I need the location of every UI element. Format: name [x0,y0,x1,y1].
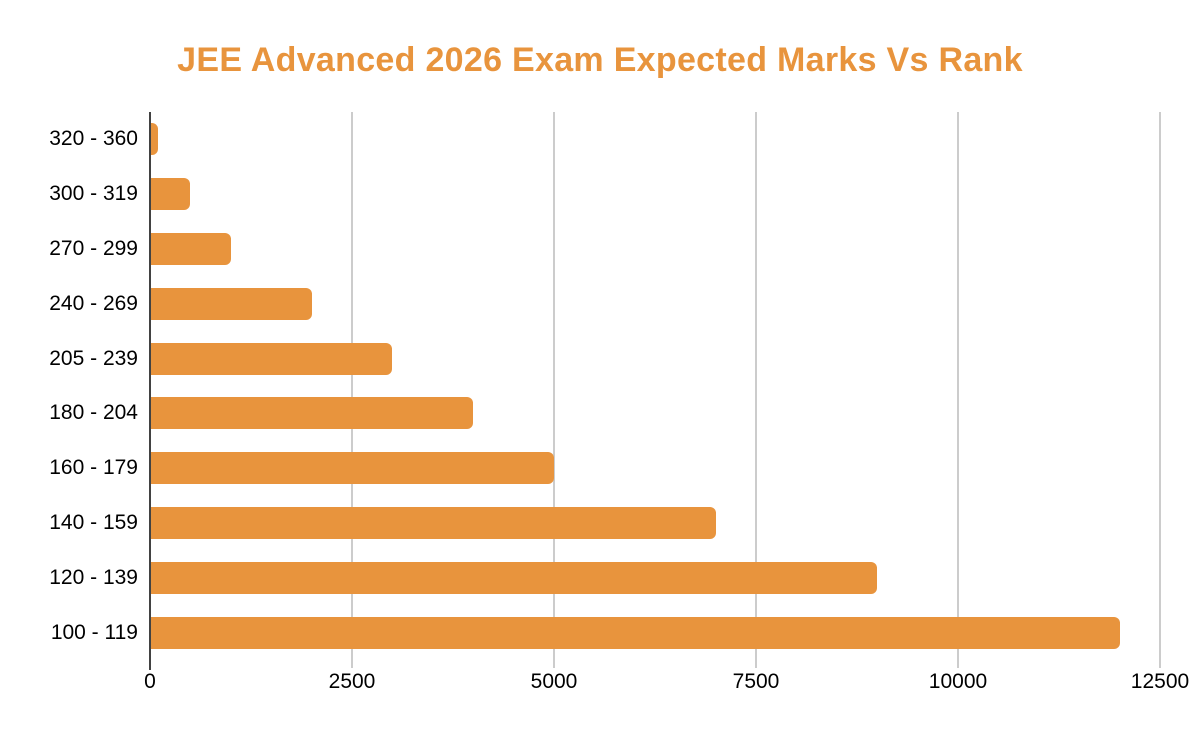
bar-row [150,441,1160,496]
bar-row [150,331,1160,386]
bar-row [150,386,1160,441]
bar [150,397,474,430]
x-axis-tick-label: 5000 [530,670,578,693]
bar [150,452,554,485]
bar-row [150,496,1160,551]
y-axis-label: 320 - 360 [49,127,138,151]
chart-title: JEE Advanced 2026 Exam Expected Marks Vs… [177,41,1023,79]
bar-row [150,222,1160,277]
gridline [553,112,555,668]
bar [150,232,231,265]
bar [150,123,159,156]
x-axis-tick-label: 7500 [732,670,780,693]
x-axis-tick-label: 0 [144,670,156,693]
plot-area [149,112,1161,670]
y-axis-label: 205 - 239 [49,346,138,370]
bar-row [150,167,1160,222]
y-axis-label: 270 - 299 [49,237,138,260]
gridline [1159,112,1161,668]
y-axis-label: 160 - 179 [49,456,138,480]
y-axis-label: 140 - 159 [49,511,138,534]
bar [150,178,191,211]
x-axis-labels: 0 2500 5000 7500 10000 12500 [144,670,1189,698]
bar [150,616,1120,649]
gridline [351,112,353,668]
gridline [755,112,757,668]
bar [150,506,716,539]
bar-row [150,112,1160,167]
x-axis-tick-label: 12500 [1130,670,1190,693]
bar-row [150,550,1160,605]
bar [150,561,878,594]
y-axis-labels: 320 - 360 300 - 319 270 - 299 240 - 269 205 … [0,112,138,660]
y-axis-label: 100 - 119 [50,620,138,644]
y-axis-line [149,112,151,670]
y-axis-label: 240 - 269 [49,291,138,315]
x-axis-tick-label: 10000 [928,670,988,693]
y-axis-label: 120 - 139 [49,565,138,589]
bar [150,342,393,375]
bar-row [150,605,1160,660]
bar-rows [150,112,1160,660]
y-axis-label: 180 - 204 [49,401,138,425]
y-axis-label: 300 - 319 [49,182,138,206]
x-axis-tick-label: 2500 [328,670,376,693]
bar [150,287,312,320]
bar-row [150,276,1160,331]
gridline [957,112,959,668]
